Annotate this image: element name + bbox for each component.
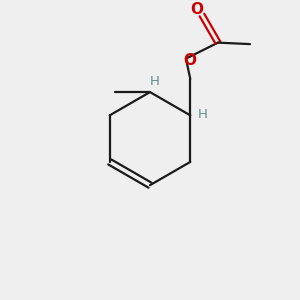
Text: H: H bbox=[198, 108, 208, 121]
Text: O: O bbox=[183, 52, 196, 68]
Text: O: O bbox=[190, 2, 203, 17]
Text: H: H bbox=[149, 75, 159, 88]
